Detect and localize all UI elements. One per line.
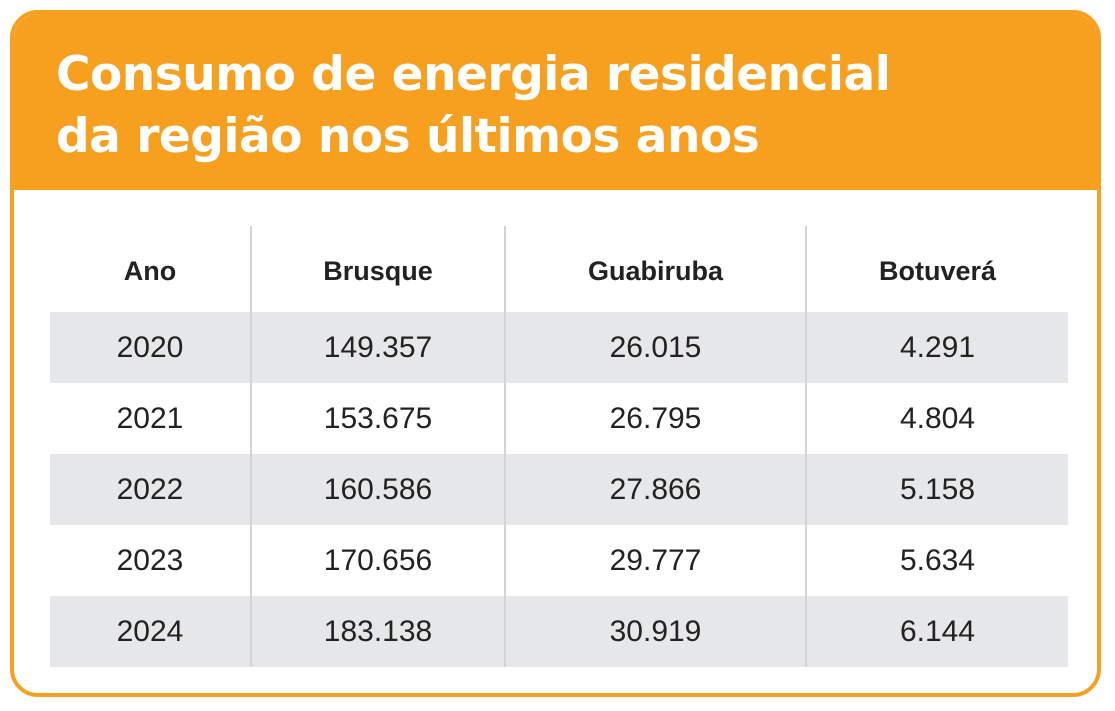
cell-botuvera: 6.144 <box>805 596 1068 667</box>
column-header-ano: Ano <box>123 255 177 286</box>
cell-botuvera: 5.158 <box>805 454 1068 525</box>
cell-guabiruba: 27.866 <box>504 454 806 525</box>
cell-guabiruba: 30.919 <box>504 596 806 667</box>
cell-brusque: 149.357 <box>250 312 505 383</box>
energy-consumption-card: Consumo de energia residencial da região… <box>10 10 1101 697</box>
cell-brusque: 160.586 <box>250 454 505 525</box>
table-row: 2022 160.586 27.866 5.158 <box>50 454 1068 525</box>
cell-guabiruba: 26.015 <box>504 312 806 383</box>
column-header-botuvera: Botuverá <box>805 226 1068 312</box>
column-header-brusque: Brusque <box>250 226 505 312</box>
energy-table: Ano Brusque Guabiruba Botuverá 2020 149.… <box>50 226 1068 667</box>
table-row: 2023 170.656 29.777 5.634 <box>50 525 1068 596</box>
table-row: 2024 183.138 30.919 6.144 <box>50 596 1068 667</box>
title-line-2: da região nos últimos anos <box>56 109 760 164</box>
cell-year: 2022 <box>50 454 251 525</box>
cell-year: 2021 <box>116 401 184 435</box>
cell-botuvera: 5.634 <box>805 525 1068 596</box>
column-header-guabiruba: Guabiruba <box>504 226 806 312</box>
table-row: 2020 149.357 26.015 4.291 <box>50 312 1068 383</box>
cell-botuvera: 4.804 <box>805 383 1068 454</box>
cell-year: 2020 <box>50 312 251 383</box>
chart-title: Consumo de energia residencial da região… <box>56 44 1016 168</box>
cell-guabiruba: 29.777 <box>504 525 806 596</box>
cell-year: 2023 <box>116 543 184 577</box>
card-header: Consumo de energia residencial da região… <box>14 14 1097 190</box>
cell-brusque: 170.656 <box>250 525 505 596</box>
table-row: 2021 153.675 26.795 4.804 <box>50 383 1068 454</box>
table-wrapper: Ano Brusque Guabiruba Botuverá 2020 149.… <box>50 226 1068 667</box>
cell-brusque: 183.138 <box>250 596 505 667</box>
cell-brusque: 153.675 <box>250 383 505 454</box>
table-header-row: Ano Brusque Guabiruba Botuverá <box>50 226 1068 312</box>
cell-guabiruba: 26.795 <box>504 383 806 454</box>
cell-year: 2024 <box>50 596 251 667</box>
title-line-1: Consumo de energia residencial <box>56 47 891 102</box>
cell-botuvera: 4.291 <box>805 312 1068 383</box>
